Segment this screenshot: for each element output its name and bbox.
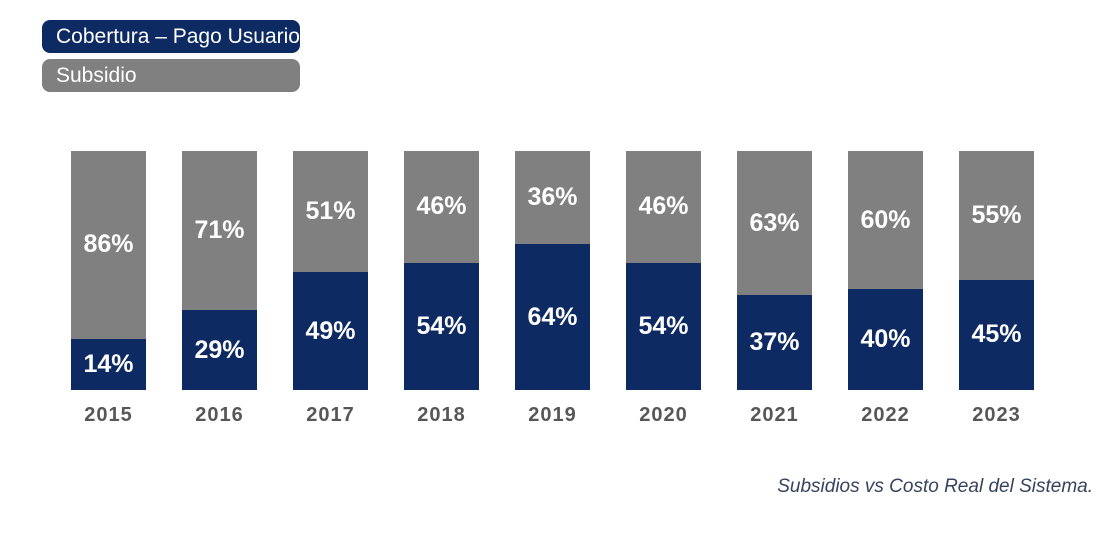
bar-segment-subsidio: 63% — [737, 151, 812, 296]
legend: Cobertura – Pago Usuario Subsidio — [42, 20, 300, 98]
x-axis-label: 2021 — [750, 404, 799, 426]
value-label: 51% — [305, 197, 356, 226]
value-label: 45% — [971, 320, 1022, 349]
x-axis-label: 2023 — [972, 404, 1021, 426]
value-label: 46% — [638, 192, 689, 221]
stacked-bar-2016: 71% 29% — [182, 151, 257, 390]
value-label: 54% — [416, 311, 467, 340]
x-axis-label: 2015 — [84, 404, 133, 426]
bar-segment-subsidio: 71% — [182, 151, 257, 311]
bar-segment-subsidio: 86% — [71, 151, 146, 339]
bar-segment-pago-usuario: 45% — [959, 279, 1034, 390]
bar-group-2022: 60% 40% 2022 — [848, 151, 923, 427]
value-label: 63% — [749, 208, 800, 237]
bar-segment-pago-usuario: 29% — [182, 310, 257, 390]
stacked-bar-2019: 36% 64% — [515, 151, 590, 390]
bar-group-2023: 55% 45% 2023 — [959, 151, 1034, 427]
bar-segment-subsidio: 51% — [293, 151, 368, 273]
value-label: 55% — [971, 200, 1022, 229]
value-label: 54% — [638, 311, 689, 340]
bar-segment-subsidio: 46% — [626, 151, 701, 263]
bar-group-2017: 51% 49% 2017 — [293, 151, 368, 427]
bar-segment-subsidio: 55% — [959, 151, 1034, 280]
bar-segment-pago-usuario: 49% — [293, 272, 368, 390]
value-label: 46% — [416, 192, 467, 221]
stacked-bar-2015: 86% 14% — [71, 151, 146, 390]
value-label: 86% — [83, 230, 134, 259]
bar-segment-subsidio: 46% — [404, 151, 479, 263]
legend-item-subsidio: Subsidio — [42, 59, 300, 92]
bar-segment-pago-usuario: 64% — [515, 244, 590, 390]
bar-segment-pago-usuario: 14% — [71, 338, 146, 390]
x-axis-label: 2016 — [195, 404, 244, 426]
value-label: 37% — [749, 328, 800, 357]
stacked-bar-2022: 60% 40% — [848, 151, 923, 390]
value-label: 49% — [305, 316, 356, 345]
value-label: 29% — [194, 335, 245, 364]
x-axis-label: 2020 — [639, 404, 688, 426]
bar-group-2016: 71% 29% 2016 — [182, 151, 257, 427]
value-label: 14% — [83, 349, 134, 378]
chart-caption: Subsidios vs Costo Real del Sistema. — [777, 476, 1093, 497]
bar-segment-pago-usuario: 37% — [737, 295, 812, 390]
bar-segment-pago-usuario: 54% — [626, 262, 701, 390]
legend-item-cobertura-pago-usuario: Cobertura – Pago Usuario — [42, 20, 300, 53]
x-axis-label: 2019 — [528, 404, 577, 426]
value-label: 71% — [194, 216, 245, 245]
value-label: 64% — [527, 302, 578, 331]
bar-segment-pago-usuario: 40% — [848, 289, 923, 390]
value-label: 36% — [527, 183, 578, 212]
stacked-bar-2020: 46% 54% — [626, 151, 701, 390]
bar-segment-pago-usuario: 54% — [404, 262, 479, 390]
bar-group-2020: 46% 54% 2020 — [626, 151, 701, 427]
bar-group-2019: 36% 64% 2019 — [515, 151, 590, 427]
bar-group-2021: 63% 37% 2021 — [737, 151, 812, 427]
value-label: 60% — [860, 205, 911, 234]
stacked-bar-chart: 86% 14% 2015 71% 29% 2016 51% 49% 2017 46% 54% 2018… — [71, 151, 1034, 427]
x-axis-label: 2018 — [417, 404, 466, 426]
bar-segment-subsidio: 36% — [515, 151, 590, 245]
x-axis-label: 2017 — [306, 404, 355, 426]
value-label: 40% — [860, 325, 911, 354]
stacked-bar-2017: 51% 49% — [293, 151, 368, 390]
bar-segment-subsidio: 60% — [848, 151, 923, 290]
stacked-bar-2021: 63% 37% — [737, 151, 812, 390]
bar-group-2018: 46% 54% 2018 — [404, 151, 479, 427]
x-axis-label: 2022 — [861, 404, 910, 426]
bar-group-2015: 86% 14% 2015 — [71, 151, 146, 427]
stacked-bar-2018: 46% 54% — [404, 151, 479, 390]
stacked-bar-2023: 55% 45% — [959, 151, 1034, 390]
